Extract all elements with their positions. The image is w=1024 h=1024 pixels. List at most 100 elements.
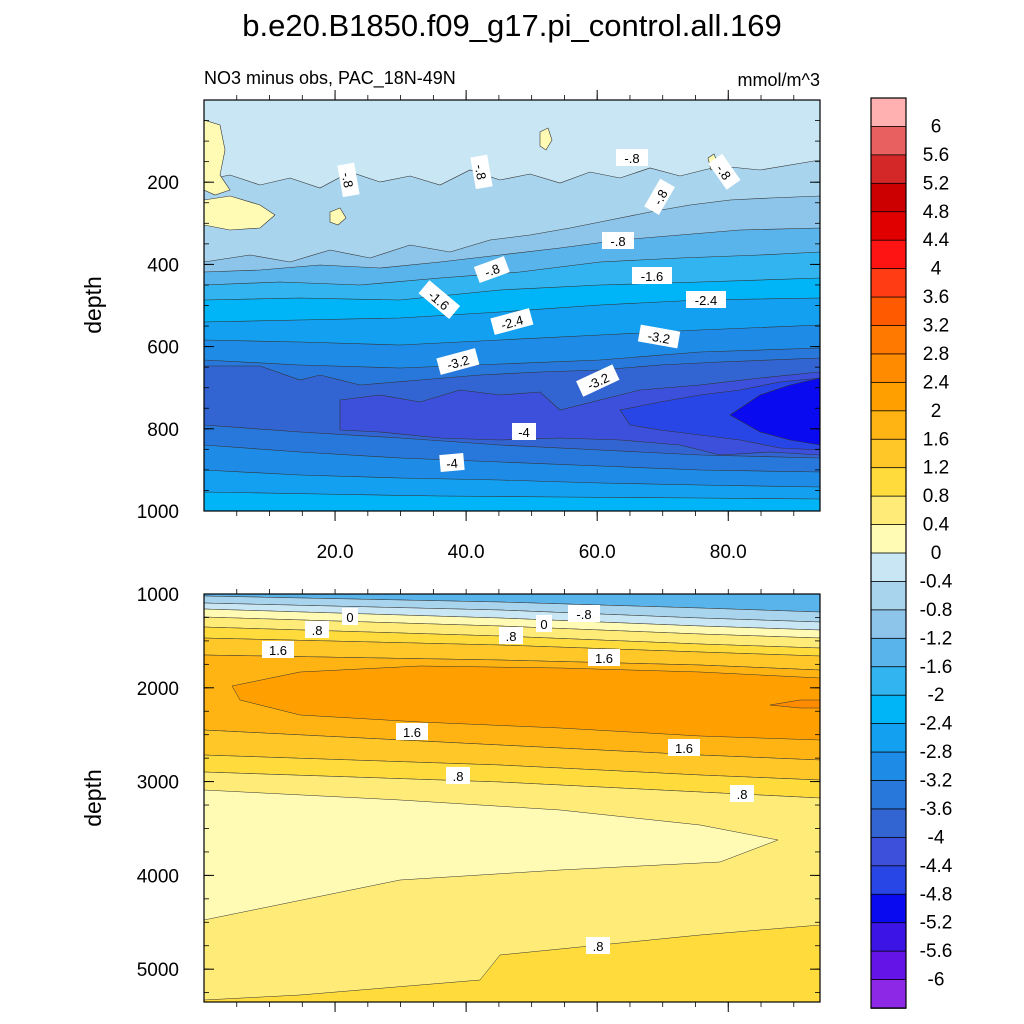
bottom-y-ticks: 1000 2000 3000 4000 5000: [137, 585, 820, 981]
bottom-contour-label-bg: [586, 937, 610, 954]
colorbar-tick-label: 5.2: [923, 173, 949, 194]
colorbar-swatch: [870, 524, 907, 554]
top-minor-ticks: [204, 95, 820, 1007]
top-contour-label-bg: [512, 423, 536, 440]
colorbar-swatch: [870, 97, 907, 128]
top-contour-labels: -.8 -.8-.8-.8-.8-.8-.8 -1.6-1.6 -2.4-2.4-3.…: [337, 149, 741, 473]
top-contour-label-text: -.8: [339, 171, 356, 189]
top-contour-label-text: -4: [446, 456, 459, 472]
top-contour-label: -.8: [337, 162, 360, 198]
bottom-contour-label: .8: [499, 627, 523, 644]
top-contour-label-text: -3.2: [647, 328, 672, 347]
colorbar-swatch: [870, 979, 907, 1009]
top-contour-label-text: -2.4: [499, 312, 525, 332]
colorbar-tick-label: 4.8: [923, 202, 949, 223]
top-contour-label: -3.2: [637, 324, 681, 349]
colorbar-swatch: [870, 922, 907, 952]
top-contour-label: -4: [512, 423, 536, 440]
colorbar-swatch: [870, 126, 907, 156]
bot-band-04b: [204, 789, 779, 921]
colorbar-swatch: [870, 666, 907, 696]
top-contour-label-bg: [337, 162, 360, 198]
bottom-contour-label-bg: [342, 608, 358, 625]
colorbar-swatch: [870, 325, 907, 355]
bottom-contour-label-text: 0: [346, 610, 353, 625]
bottom-contour-label-bg: [730, 785, 754, 802]
bottom-contour-label: .8: [730, 785, 754, 802]
top-y-axis-label: depth: [80, 276, 106, 334]
bottom-contour-label-bg: [262, 641, 294, 658]
colorbar-tick-label: 0.4: [923, 515, 950, 536]
bottom-contour-label: -.8: [568, 605, 600, 622]
bottom-contour-label: 1.6: [396, 723, 428, 740]
colorbar-tick-label: -6: [928, 970, 945, 991]
bottom-contour-label: 0: [342, 608, 358, 625]
bottom-contour-label-bg: [668, 739, 700, 756]
bottom-contour-label-text: .8: [737, 787, 748, 802]
top-contour-label-bg: [637, 324, 681, 349]
colorbar-swatch: [870, 723, 907, 753]
top-y-tick-label: 600: [147, 338, 179, 359]
top-contour-label: -.8: [473, 256, 510, 283]
colorbar-tick-label: 0: [931, 543, 942, 564]
top-contour-label-bg: [602, 232, 634, 249]
top-contour-label-bg: [439, 452, 465, 473]
top-contour-label-bg: [473, 256, 510, 283]
colorbar-swatch: [870, 353, 907, 384]
bottom-contour-label: 1.6: [668, 739, 700, 756]
top-contour-label: -.8: [708, 153, 741, 190]
top-y-ticks: 200 400 600 800 1000: [137, 173, 820, 523]
bottom-y-tick-label: 2000: [137, 679, 179, 700]
top-contour-label-text: -.8: [482, 261, 501, 280]
colorbar-tick-label: 0.8: [923, 486, 949, 507]
top-x-tick-label: 60.0: [579, 542, 616, 563]
top-contour-label-bg: [576, 364, 620, 397]
colorbar-swatch: [870, 438, 907, 469]
colorbar-swatch: [870, 694, 907, 725]
colorbar-tick-label: 1.6: [923, 429, 949, 450]
colorbar-tick-label: -3.6: [920, 799, 953, 820]
colorbar-swatch: [870, 296, 907, 327]
bottom-contour-label-text: -.8: [576, 607, 591, 622]
top-patch-positive: [539, 127, 553, 151]
chart-subtitle-left: NO3 minus obs, PAC_18N-49N: [204, 68, 456, 89]
colorbar-tick-label: -2.4: [920, 714, 953, 735]
colorbar-tick-label: 2.8: [923, 344, 949, 365]
colorbar-tick-label: -5.6: [920, 941, 953, 962]
colorbar-swatch: [870, 609, 907, 640]
top-x-tick-label: 40.0: [448, 542, 485, 563]
top-contour-label-text: -.8: [610, 234, 625, 249]
bottom-contour-label-bg: [536, 615, 552, 632]
bottom-contour-label-text: .8: [312, 623, 323, 638]
bottom-contour-label: .8: [305, 621, 329, 638]
top-contour-label: -3.2: [436, 348, 480, 375]
bottom-contour-label: .8: [586, 937, 610, 954]
colorbar-tick-label: -2.8: [920, 742, 953, 763]
top-band-lower-24: [204, 491, 820, 511]
top-patch-positive: [204, 119, 231, 196]
colorbar-tick-label: -0.8: [920, 600, 953, 621]
colorbar-tick-label: -4.4: [920, 856, 953, 877]
bot-band-28: [769, 699, 820, 709]
colorbar-tick-label: 3.2: [923, 316, 949, 337]
colorbar-swatch: [870, 381, 907, 412]
top-contour-label-text: -.8: [624, 151, 639, 166]
bottom-y-tick-label: 1000: [137, 585, 179, 606]
colorbar-swatch: [870, 552, 907, 583]
top-contour-label-text: -1.6: [641, 269, 663, 284]
chart-units: mmol/m^3: [738, 70, 820, 90]
colorbar-swatch: [870, 495, 907, 526]
colorbar-swatch: [870, 950, 907, 981]
top-y-tick-label: 1000: [137, 502, 179, 523]
bottom-y-axis-label: depth: [80, 769, 106, 827]
colorbar-tick-label: 2: [931, 401, 942, 422]
chart-title: b.e20.B1850.f09_g17.pi_control.all.169: [242, 8, 782, 43]
top-y-tick-label: 800: [147, 420, 179, 441]
top-contour-label-bg: [708, 153, 741, 190]
bottom-contour-label-text: 1.6: [595, 651, 613, 666]
bottom-contour-label-text: 1.6: [269, 643, 287, 658]
colorbar-tick-label: 6: [931, 116, 942, 137]
bottom-contour-label-bg: [568, 605, 600, 622]
colorbar-tick-label: 5.6: [923, 145, 949, 166]
colorbar-tick-label: 4: [931, 259, 942, 280]
